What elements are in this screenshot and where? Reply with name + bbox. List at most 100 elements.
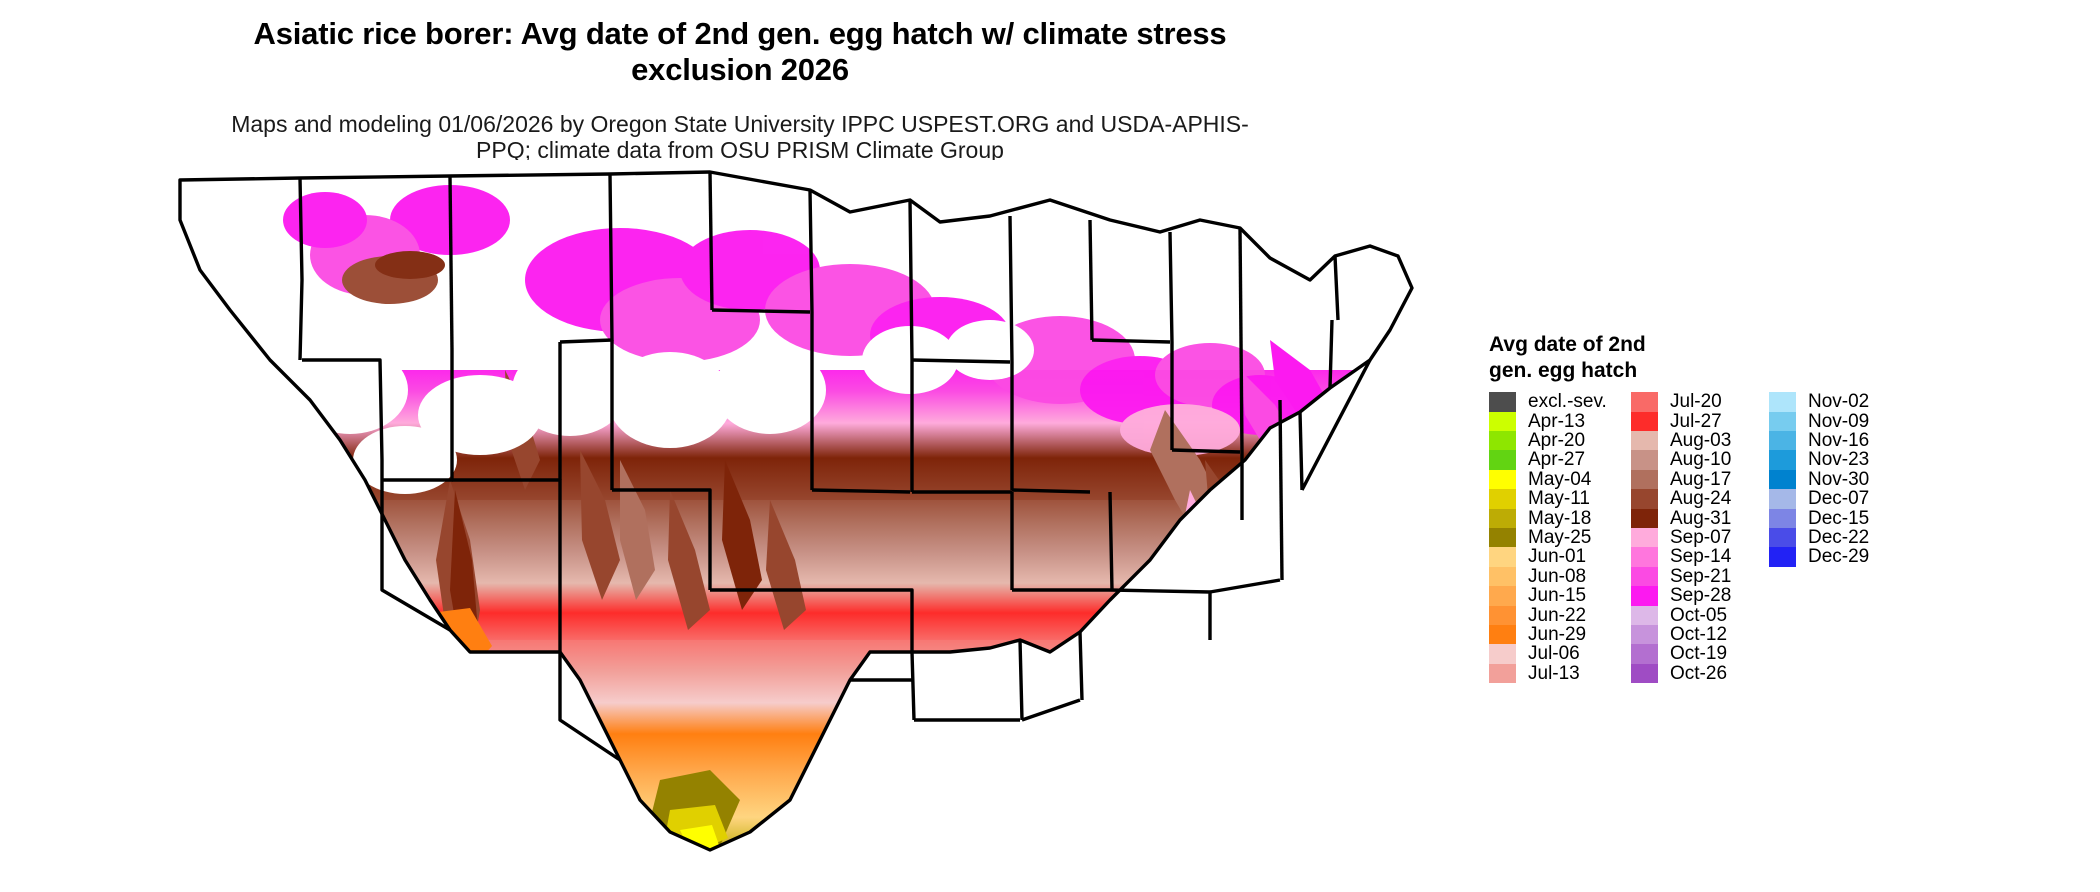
legend-color-swatch (1489, 527, 1516, 548)
legend-color-swatch (1631, 450, 1658, 470)
legend-color-swatch (1769, 547, 1796, 567)
legend-item-label: Jul-13 (1528, 662, 1580, 684)
legend-column-2: Nov-02 Nov-09 Nov-16 Nov-23 Nov-30 Dec-07 Dec-… (1769, 392, 1909, 567)
legend-color-swatch (1769, 392, 1796, 412)
legend-item-label: Nov-30 (1808, 468, 1870, 490)
legend-item: Aug-24 (1631, 488, 1769, 510)
legend-column-1: Jul-20 Jul-27 Aug-03 Aug-10 Aug-17 Aug-24 Aug-… (1631, 392, 1769, 683)
legend-item-label: Aug-17 (1670, 468, 1732, 490)
legend-item-label: Apr-20 (1528, 430, 1586, 451)
legend-item-label: Jun-01 (1528, 546, 1587, 568)
legend-item-label: Aug-24 (1670, 488, 1732, 510)
legend-color-swatch (1631, 508, 1658, 528)
legend-item: Nov-09 (1769, 410, 1909, 432)
legend-color-swatch (1631, 644, 1658, 664)
legend-item: Sep-14 (1631, 546, 1769, 568)
legend-item-label: Sep-28 (1670, 585, 1732, 607)
legend-item-label: Jun-08 (1528, 565, 1587, 587)
legend-item-label: Jul-20 (1670, 391, 1722, 413)
legend-color-swatch (1631, 663, 1658, 684)
legend-color-swatch (1489, 547, 1516, 567)
legend-item-label: Sep-07 (1670, 526, 1732, 548)
legend-title: Avg date of 2nd gen. egg hatch (1489, 333, 1646, 382)
legend-color-swatch (1769, 469, 1796, 490)
map-legend: Avg date of 2nd gen. egg hatch excl.-sev… (1489, 332, 2089, 683)
legend-item-label: Jul-27 (1670, 410, 1722, 432)
legend-item: Oct-12 (1631, 623, 1769, 645)
legend-item-label: Jul-06 (1528, 643, 1580, 665)
legend-item-label: May-04 (1528, 468, 1592, 490)
legend-color-swatch (1489, 644, 1516, 664)
legend-item-label: Oct-12 (1670, 623, 1728, 645)
legend-item: Nov-02 (1769, 391, 1909, 413)
legend-item-label: Nov-16 (1808, 430, 1870, 451)
page-subtitle: Maps and modeling 01/06/2026 by Oregon S… (231, 110, 1249, 163)
legend-item: Nov-23 (1769, 449, 1909, 471)
legend-item-label: Dec-07 (1808, 488, 1870, 510)
title-block: Asiatic rice borer: Avg date of 2nd gen.… (0, 16, 1480, 163)
legend-item: Jun-15 (1489, 586, 1631, 606)
legend-item-label: Nov-02 (1808, 391, 1870, 413)
legend-color-swatch (1489, 489, 1516, 509)
legend-item: Sep-28 (1631, 585, 1769, 607)
legend-item: Aug-31 (1631, 508, 1769, 528)
legend-item: Apr-13 (1489, 410, 1631, 432)
legend-color-swatch (1489, 508, 1516, 528)
legend-item: Oct-19 (1631, 643, 1769, 665)
legend-color-swatch (1631, 411, 1658, 431)
legend-color-swatch (1631, 431, 1658, 451)
legend-item: Sep-07 (1631, 528, 1769, 547)
legend-color-swatch (1489, 586, 1516, 606)
legend-color-swatch (1489, 392, 1516, 412)
legend-item: Nov-30 (1769, 468, 1909, 490)
legend-item: Dec-22 (1769, 528, 1909, 547)
legend-color-swatch (1489, 566, 1516, 587)
legend-item-label: Aug-10 (1670, 449, 1732, 471)
legend-item: Jun-29 (1489, 623, 1631, 645)
legend-item-label: Oct-19 (1670, 643, 1728, 665)
legend-color-swatch (1489, 663, 1516, 684)
legend-color-swatch (1489, 431, 1516, 451)
legend-item-label: Dec-29 (1808, 546, 1870, 568)
legend-color-swatch (1489, 450, 1516, 470)
legend-item: Dec-29 (1769, 546, 1909, 568)
legend-item-label: Dec-15 (1808, 507, 1870, 529)
legend-color-swatch (1631, 392, 1658, 412)
legend-color-swatch (1489, 624, 1516, 645)
legend-item-label: Aug-03 (1670, 430, 1732, 451)
legend-color-swatch (1769, 411, 1796, 431)
legend-item-label: Jun-22 (1528, 604, 1587, 626)
legend-item-label: Sep-14 (1670, 546, 1732, 568)
legend-item: Jun-22 (1489, 604, 1631, 626)
legend-item: May-11 (1489, 488, 1631, 510)
legend-item: May-18 (1489, 507, 1631, 529)
legend-item-label: excl.-sev. (1528, 391, 1607, 413)
legend-item: Jun-01 (1489, 546, 1631, 568)
legend-color-swatch (1631, 586, 1658, 606)
legend-item: Jul-13 (1489, 662, 1631, 684)
legend-color-swatch (1769, 489, 1796, 509)
legend-color-swatch (1489, 605, 1516, 625)
legend-item-label: Jun-29 (1528, 623, 1587, 645)
legend-item: excl.-sev. (1489, 391, 1631, 413)
legend-item-label: Sep-21 (1670, 565, 1732, 587)
legend-item-label: Oct-26 (1670, 662, 1728, 684)
legend-item-label: May-11 (1528, 488, 1590, 510)
legend-color-swatch (1631, 624, 1658, 645)
legend-item: Aug-03 (1631, 431, 1769, 450)
legend-item: Jul-06 (1489, 643, 1631, 665)
legend-item: Jul-27 (1631, 410, 1769, 432)
legend-color-swatch (1631, 527, 1658, 548)
legend-item-label: May-18 (1528, 507, 1592, 529)
legend-item: Aug-10 (1631, 449, 1769, 471)
legend-item: Jul-20 (1631, 391, 1769, 413)
legend-item-label: Nov-23 (1808, 449, 1870, 471)
legend-column-0: excl.-sev. Apr-13 Apr-20 Apr-27 May-04 May-11… (1489, 392, 1631, 683)
legend-item: Nov-16 (1769, 431, 1909, 450)
legend-item-label: Apr-13 (1528, 410, 1586, 432)
legend-columns: excl.-sev. Apr-13 Apr-20 Apr-27 May-04 May-11… (1489, 392, 2089, 683)
legend-color-swatch (1489, 411, 1516, 431)
legend-item: May-25 (1489, 528, 1631, 547)
legend-item: Sep-21 (1631, 565, 1769, 587)
legend-item-label: Nov-09 (1808, 410, 1870, 432)
